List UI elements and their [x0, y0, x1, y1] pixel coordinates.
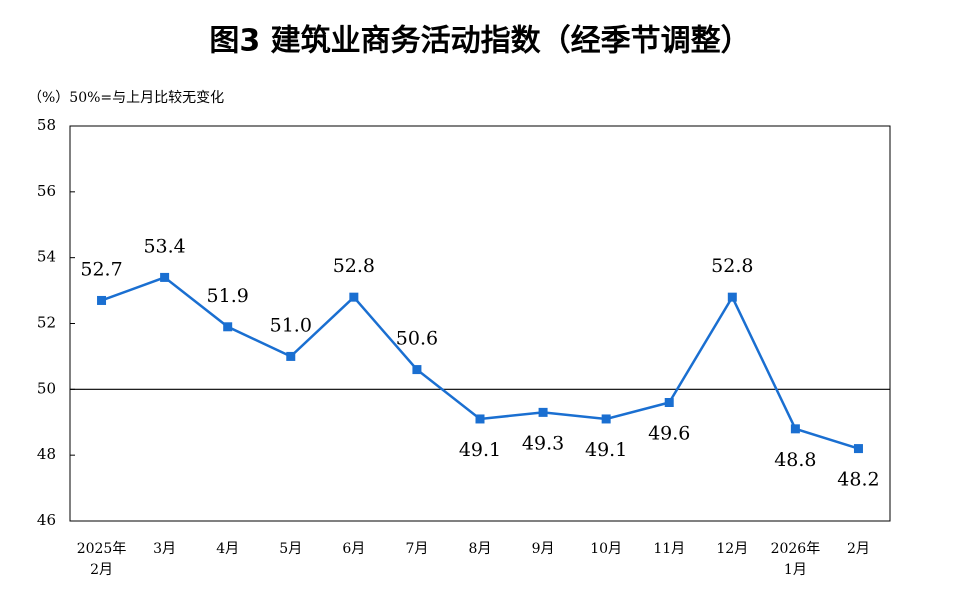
value-label: 51.0 — [270, 314, 312, 336]
data-point — [790, 424, 800, 434]
x-tick-label: 9月 — [532, 541, 555, 557]
x-tick-label-line: 2026年 — [771, 541, 821, 557]
x-tick-label: 6月 — [342, 541, 365, 557]
value-label: 50.6 — [396, 328, 438, 350]
x-tick-label-line: 2月 — [847, 541, 870, 557]
y-tick-label: 50 — [37, 379, 56, 397]
data-point — [412, 365, 422, 375]
y-tick-label: 54 — [37, 248, 56, 266]
x-tick-label-line: 10月 — [590, 541, 622, 557]
data-point — [727, 292, 737, 302]
value-label: 49.1 — [459, 439, 501, 461]
y-tick-label: 56 — [37, 182, 56, 200]
data-point — [664, 398, 674, 407]
x-tick-label: 10月 — [590, 541, 622, 557]
x-tick-label: 8月 — [469, 541, 492, 557]
data-point — [853, 444, 863, 454]
x-tick-label-line: 6月 — [342, 541, 365, 557]
x-tick-label: 2025年 2月 — [77, 541, 127, 578]
x-tick-label-line: 9月 — [532, 541, 555, 557]
plot-frame — [69, 125, 891, 522]
y-tick-label: 58 — [37, 116, 56, 134]
x-tick-label-line: 1月 — [784, 562, 807, 578]
chart-subtitle: （%）50%=与上月比较无变化 — [28, 90, 224, 106]
value-label: 52.8 — [333, 255, 375, 277]
chart-title: 图3 建筑业商务活动指数（经季节调整） — [209, 24, 750, 59]
value-label: 48.2 — [837, 469, 879, 491]
x-tick-label-line: 8月 — [469, 541, 492, 557]
data-point — [97, 295, 107, 305]
data-point — [538, 407, 548, 417]
x-tick-label: 5月 — [279, 541, 302, 557]
x-tick-label-line: 2月 — [90, 562, 113, 578]
x-tick-label: 2026年 1月 — [771, 541, 821, 578]
value-label: 49.1 — [585, 439, 627, 461]
y-tick-label: 48 — [37, 445, 56, 463]
x-tick-label-line: 2025年 — [77, 541, 127, 557]
x-tick-label: 4月 — [216, 541, 239, 557]
data-point — [286, 351, 296, 361]
data-point — [160, 272, 170, 282]
x-tick-label-line: 11月 — [653, 541, 685, 557]
x-tick-label: 3月 — [153, 541, 176, 557]
data-point — [349, 292, 359, 302]
value-label: 48.8 — [774, 449, 816, 471]
x-tick-label-line: 3月 — [153, 541, 176, 557]
y-tick-label: 52 — [37, 314, 56, 332]
value-label: 52.7 — [80, 258, 122, 280]
value-label: 53.4 — [143, 235, 185, 257]
value-label: 51.9 — [207, 285, 249, 307]
value-label: 49.6 — [648, 423, 690, 445]
data-point — [223, 322, 233, 332]
x-tick-label-line: 5月 — [279, 541, 302, 557]
x-tick-label-line: 4月 — [216, 541, 239, 557]
x-tick-label: 11月 — [653, 541, 685, 557]
x-tick-label-line: 7月 — [405, 541, 428, 557]
x-tick-label: 12月 — [716, 541, 748, 557]
x-tick-label: 2月 — [847, 541, 870, 557]
data-point — [475, 414, 485, 424]
x-tick-label: 7月 — [405, 541, 428, 557]
data-point — [601, 414, 611, 424]
x-tick-label-line: 12月 — [716, 541, 748, 557]
value-label: 52.8 — [711, 255, 753, 277]
y-tick-label: 46 — [37, 511, 56, 529]
value-label: 49.3 — [522, 432, 564, 454]
